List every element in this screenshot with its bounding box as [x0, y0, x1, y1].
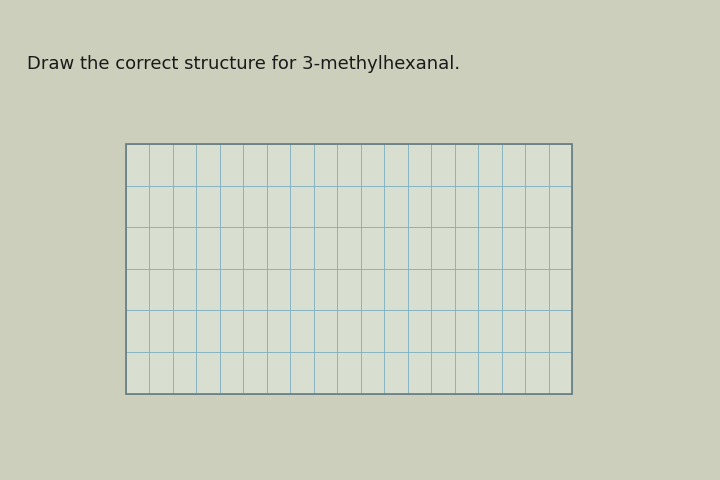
Bar [126, 144, 572, 394]
Text: Draw the correct structure for 3-methylhexanal.: Draw the correct structure for 3-methylh… [27, 55, 461, 73]
Bar [126, 144, 572, 394]
